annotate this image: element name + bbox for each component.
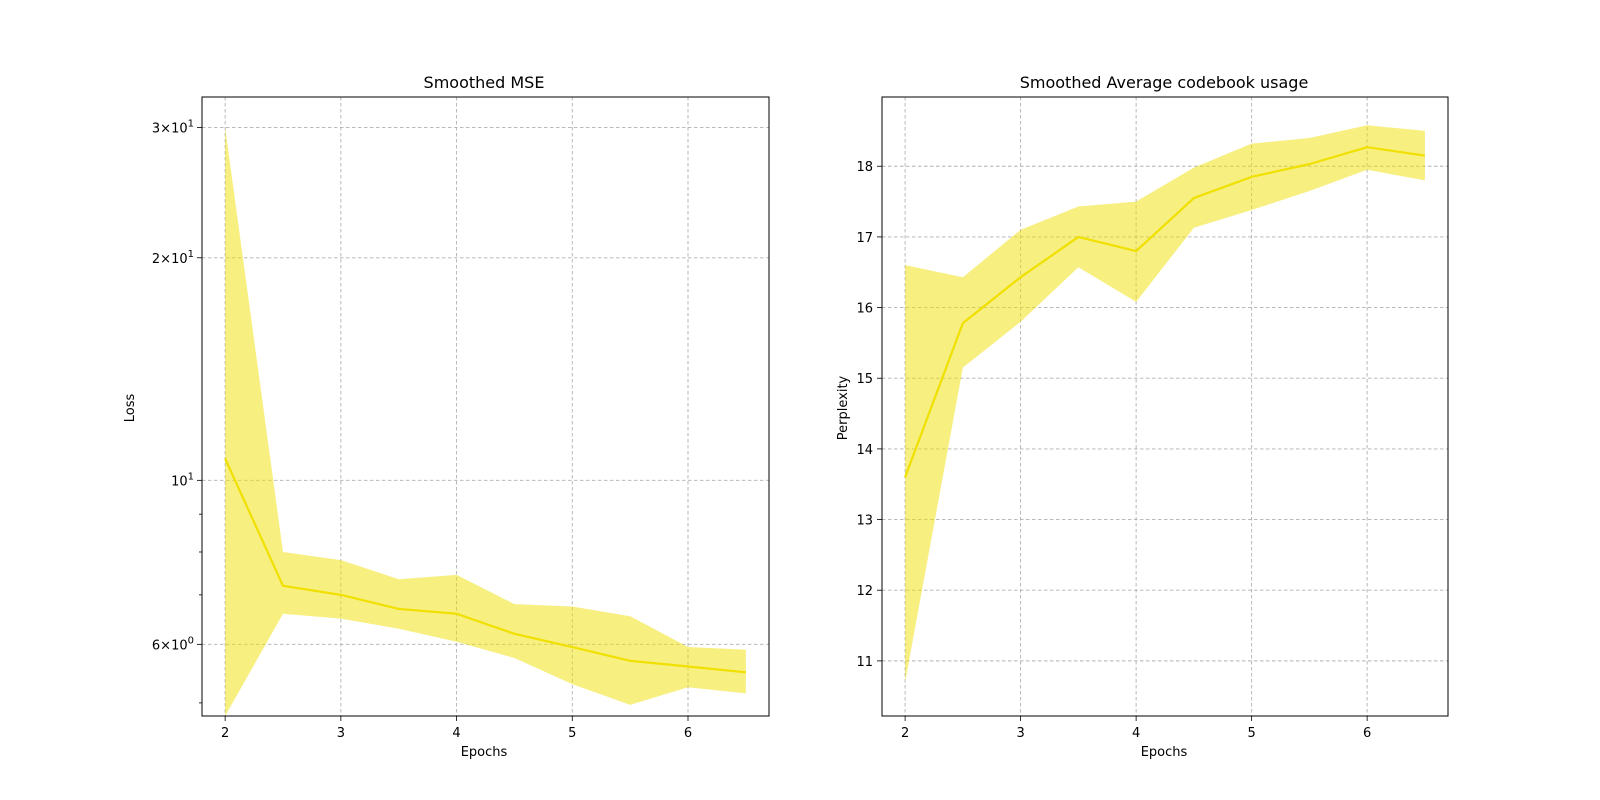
mse-confidence-band bbox=[225, 127, 746, 717]
mse-chart-title: Smoothed MSE bbox=[424, 73, 545, 92]
mse-x-tick-label: 4 bbox=[452, 726, 460, 741]
mse-y-tick-label: 6×100 bbox=[152, 635, 194, 653]
perplexity-line-path bbox=[904, 146, 1426, 478]
perplexity-y-tick-label: 12 bbox=[856, 584, 873, 599]
perplexity-y-tick-label: 13 bbox=[856, 514, 873, 529]
mse-chart: Smoothed MSE 2 3 4 5 6 6×100 101 2×101 3×101 Ep… bbox=[123, 73, 770, 760]
perplexity-x-tick-label: 6 bbox=[1363, 726, 1371, 741]
perplexity-y-tick-label: 15 bbox=[856, 372, 873, 387]
perplexity-y-tick-label: 17 bbox=[856, 231, 873, 246]
mse-y-tick-label: 2×101 bbox=[152, 249, 194, 267]
perplexity-y-tick-label: 14 bbox=[856, 443, 873, 458]
mse-x-tick-label: 5 bbox=[568, 726, 576, 741]
perplexity-y-ticks: 11 12 13 14 15 16 17 18 bbox=[856, 160, 882, 670]
mse-band-area bbox=[225, 127, 746, 717]
perplexity-band-area bbox=[905, 125, 1425, 683]
perplexity-y-tick-label: 16 bbox=[856, 302, 873, 317]
mse-x-ticks: 2 3 4 5 6 bbox=[221, 716, 692, 741]
mse-y-tick-label: 3×101 bbox=[152, 119, 194, 137]
perplexity-y-tick-label: 18 bbox=[856, 160, 873, 175]
mse-y-ticks: 6×100 101 2×101 3×101 bbox=[152, 119, 202, 704]
mse-x-tick-label: 6 bbox=[684, 726, 692, 741]
perplexity-plot-frame bbox=[881, 96, 1449, 717]
perplexity-x-tick-label: 4 bbox=[1132, 726, 1140, 741]
perplexity-x-tick-label: 5 bbox=[1247, 726, 1255, 741]
perplexity-series-line bbox=[904, 146, 1426, 478]
mse-y-axis-label: Loss bbox=[123, 394, 138, 423]
perplexity-x-ticks: 2 3 4 5 6 bbox=[901, 716, 1371, 741]
mse-plot-frame bbox=[201, 96, 770, 717]
mse-series-line bbox=[224, 458, 746, 674]
mse-x-tick-label: 3 bbox=[337, 726, 345, 741]
perplexity-x-tick-label: 3 bbox=[1016, 726, 1024, 741]
mse-x-tick-label: 2 bbox=[221, 726, 229, 741]
mse-line-path bbox=[224, 458, 746, 674]
perplexity-y-axis-label: Perplexity bbox=[836, 375, 851, 440]
perplexity-x-axis-label: Epochs bbox=[1141, 745, 1188, 760]
mse-y-tick-label: 101 bbox=[171, 471, 194, 489]
perplexity-chart-title: Smoothed Average codebook usage bbox=[1020, 73, 1309, 92]
perplexity-x-tick-label: 2 bbox=[901, 726, 909, 741]
mse-x-axis-label: Epochs bbox=[461, 745, 508, 760]
perplexity-y-tick-label: 11 bbox=[856, 655, 873, 670]
perplexity-chart: Smoothed Average codebook usage 2 3 4 5 6 11… bbox=[836, 73, 1449, 760]
perplexity-confidence-band bbox=[905, 125, 1425, 683]
